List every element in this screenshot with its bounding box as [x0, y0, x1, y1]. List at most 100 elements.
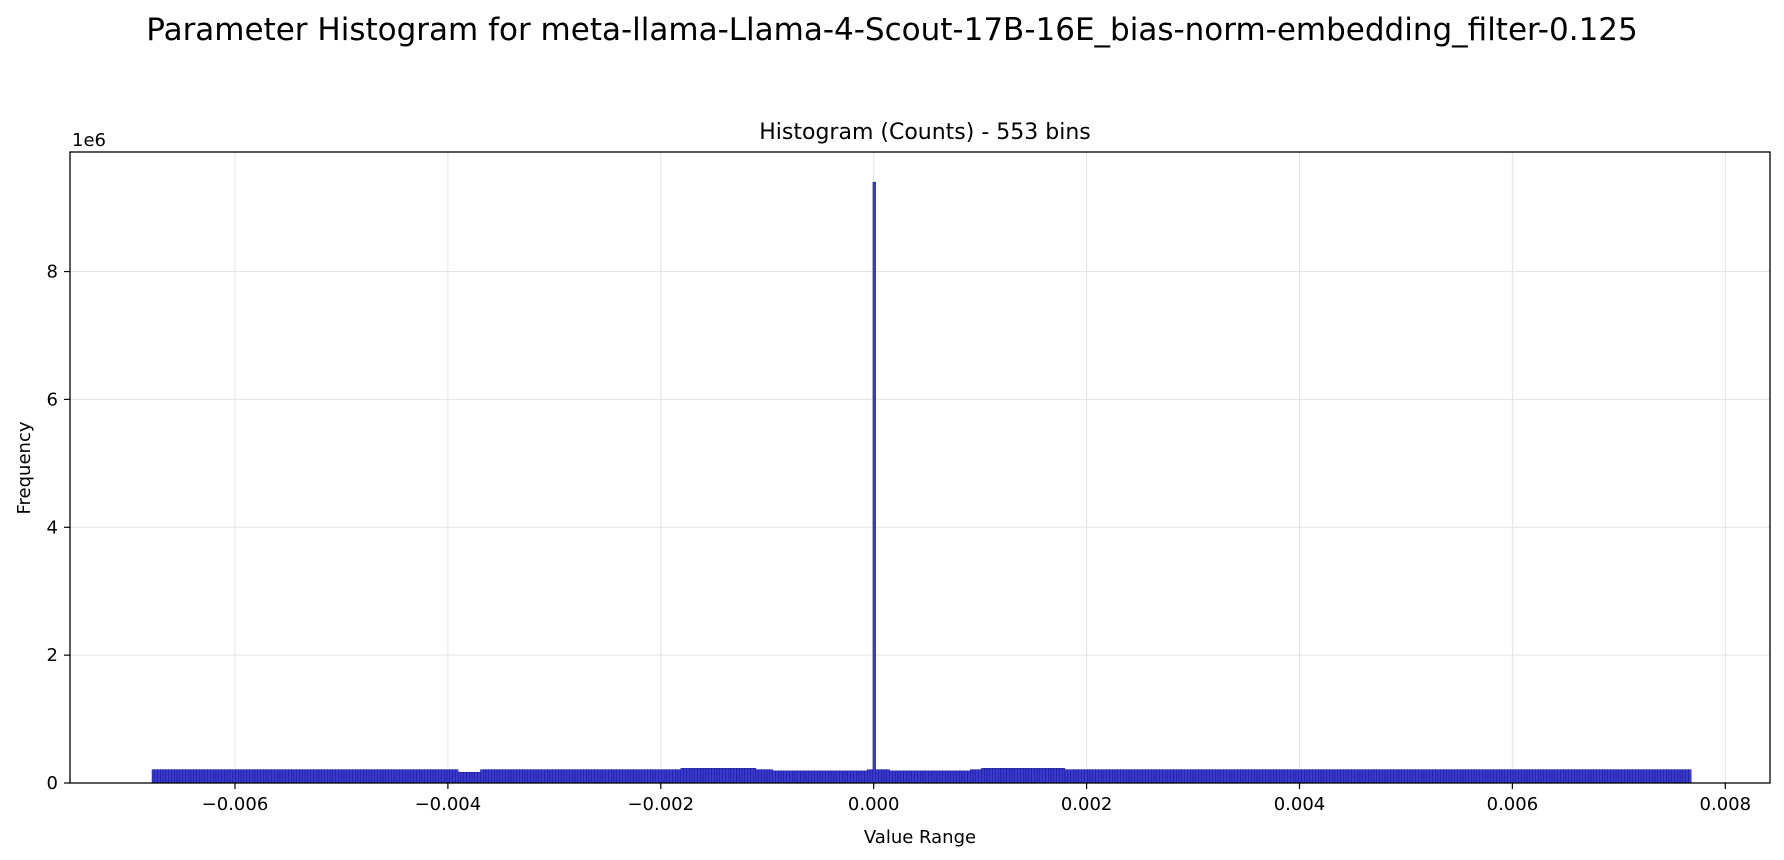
histogram-bar	[1231, 769, 1235, 784]
histogram-bar	[808, 770, 812, 784]
histogram-bar	[1560, 769, 1564, 784]
histogram-bar	[277, 769, 281, 784]
histogram-bar	[174, 769, 178, 784]
histogram-bar	[449, 769, 453, 784]
histogram-bar	[889, 770, 893, 784]
histogram-bar	[833, 770, 837, 784]
histogram-bar	[1423, 769, 1427, 784]
histogram-bar	[1139, 769, 1144, 784]
histogram-bar	[1126, 769, 1130, 784]
histogram-bar	[1365, 769, 1369, 784]
histogram-bar	[1137, 769, 1141, 784]
histogram-bar	[605, 769, 609, 784]
histogram-bar	[1176, 769, 1180, 784]
histogram-bar	[1045, 768, 1049, 784]
histogram-bar	[1000, 768, 1004, 784]
histogram-bar	[803, 770, 807, 784]
histogram-bar	[1153, 769, 1157, 784]
histogram-bar	[825, 770, 829, 784]
histogram-bar	[1301, 769, 1305, 784]
histogram-bar	[828, 770, 832, 784]
histogram-bar	[1574, 769, 1578, 784]
histogram-bar	[371, 769, 375, 784]
histogram-bar	[354, 769, 359, 784]
histogram-bar	[279, 769, 283, 784]
histogram-bar	[1666, 769, 1670, 784]
histogram-bar	[997, 768, 1002, 784]
histogram-bar	[1173, 769, 1177, 784]
histogram-bar	[1688, 769, 1692, 784]
histogram-bar	[419, 769, 423, 784]
histogram-bar	[377, 769, 381, 784]
histogram-bar	[666, 769, 670, 784]
histogram-bar	[1048, 768, 1052, 784]
histogram-bar	[886, 769, 890, 784]
histogram-bar	[1262, 769, 1266, 784]
histogram-bar	[199, 769, 203, 784]
histogram-bar	[182, 769, 186, 784]
histogram-bar	[1412, 769, 1416, 784]
histogram-bar	[1209, 769, 1213, 784]
histogram-bar	[396, 769, 400, 784]
histogram-bar	[226, 769, 231, 784]
histogram-bar	[1526, 769, 1530, 784]
y-offset-label: 1e6	[72, 130, 106, 151]
x-axis-ticks: −0.006 −0.004 −0.002 0.000 0.002 0.004 0.006 0.…	[202, 783, 1751, 815]
histogram-bar	[1357, 769, 1361, 784]
histogram-bar	[1437, 769, 1441, 784]
histogram-bar	[945, 770, 949, 784]
histogram-bar	[1293, 769, 1297, 784]
histogram-bar	[1462, 769, 1466, 784]
histogram-bar	[786, 770, 790, 784]
histogram-bar	[984, 768, 988, 784]
histogram-bar	[1473, 769, 1478, 784]
histogram-bar	[697, 768, 701, 784]
histogram-bar	[839, 770, 843, 784]
chart-title: Histogram (Counts) - 553 bins	[759, 120, 1090, 145]
histogram-bar	[455, 769, 459, 784]
histogram-bar	[928, 770, 932, 784]
histogram-bar	[1343, 769, 1347, 784]
histogram-bar	[797, 770, 801, 784]
histogram-bar	[753, 768, 757, 784]
histogram-bar	[1078, 769, 1082, 784]
histogram-bar	[1287, 769, 1291, 784]
histogram-bar	[243, 769, 247, 784]
histogram-bar	[1368, 769, 1372, 784]
histogram-bar	[1635, 769, 1639, 784]
histogram-bar	[566, 769, 570, 784]
histogram-bar	[1181, 769, 1185, 784]
histogram-bar	[1404, 769, 1408, 784]
histogram-bar	[1409, 769, 1414, 784]
histogram-bar	[1162, 769, 1166, 784]
histogram-bar	[491, 769, 495, 784]
histogram-bar	[349, 769, 353, 784]
histogram-bar	[586, 769, 590, 784]
histogram-bar	[430, 769, 434, 784]
histogram-bar	[878, 769, 882, 784]
histogram-bar	[624, 769, 629, 784]
histogram-bar	[527, 769, 531, 784]
histogram-bar	[719, 768, 723, 784]
histogram-bar	[906, 770, 910, 784]
histogram-bar	[235, 769, 239, 784]
histogram-bar	[1557, 769, 1561, 784]
histogram-bar	[577, 769, 581, 784]
x-tick-label: 0.000	[848, 794, 900, 815]
histogram-bar	[1493, 769, 1497, 784]
histogram-bar	[1123, 769, 1127, 784]
histogram-bar	[652, 769, 656, 784]
histogram-bar	[597, 769, 601, 784]
histogram-bar	[761, 769, 765, 784]
histogram-bar	[627, 769, 631, 784]
histogram-bar	[416, 769, 420, 784]
histogram-bar	[1671, 769, 1675, 784]
histogram-bar	[1304, 769, 1308, 784]
histogram-bar	[513, 769, 517, 784]
histogram-bar	[246, 769, 250, 784]
histogram-bar	[892, 770, 896, 784]
histogram-bar	[794, 770, 798, 784]
histogram-bar	[867, 769, 871, 784]
histogram-bar	[1518, 769, 1522, 784]
